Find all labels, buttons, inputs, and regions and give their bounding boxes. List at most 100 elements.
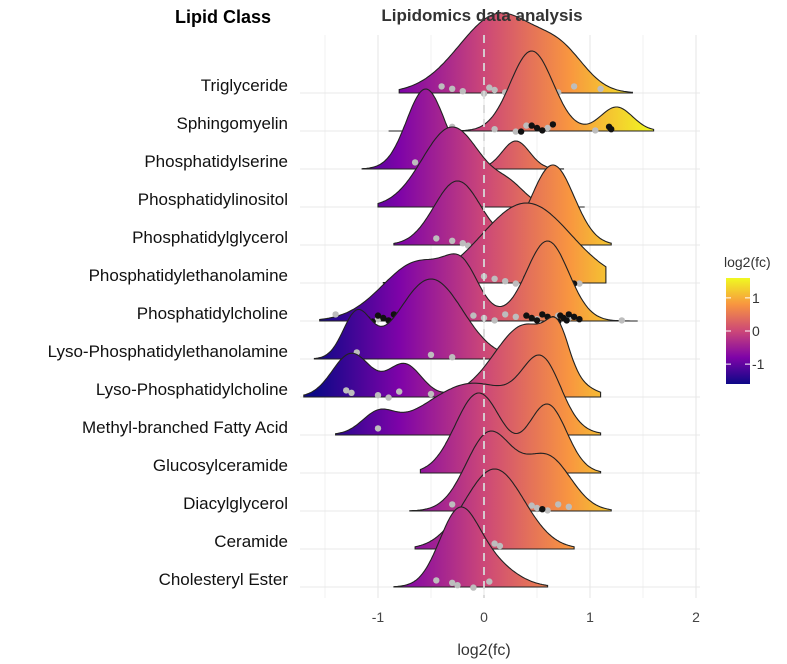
data-point: [533, 504, 541, 512]
data-point-significant: [608, 126, 615, 133]
category-label: Sphingomyelin: [176, 114, 288, 133]
category-label: Phosphatidylethanolamine: [89, 266, 288, 285]
category-label: Phosphatidylcholine: [137, 304, 288, 323]
ridge-density: [398, 12, 633, 94]
category-label: Methyl-branched Fatty Acid: [82, 418, 288, 437]
category-label: Diacylglycerol: [183, 494, 288, 513]
data-point: [427, 390, 435, 398]
category-label: Ceramide: [214, 532, 288, 551]
data-point: [433, 577, 440, 584]
ridge-group: [319, 240, 638, 325]
data-point: [502, 311, 509, 318]
data-point: [449, 579, 456, 586]
category-label: Lyso-Phosphatidylcholine: [96, 380, 288, 399]
data-point: [454, 582, 461, 589]
data-point-significant: [517, 128, 525, 135]
data-point: [512, 313, 519, 320]
category-label: Phosphatidylinositol: [138, 190, 288, 209]
data-point: [433, 235, 440, 242]
x-axis-title: log2(fc): [457, 642, 510, 659]
data-point-significant: [533, 317, 541, 324]
data-point: [459, 240, 466, 247]
data-point: [592, 127, 599, 134]
data-point: [449, 354, 456, 361]
ridge-density: [319, 240, 638, 322]
category-label: Phosphatidylglycerol: [132, 228, 288, 247]
data-point: [544, 507, 551, 514]
colorbar-tick-label: -1: [752, 356, 765, 372]
category-label: Lyso-Phosphatidylethanolamine: [48, 342, 288, 361]
data-point-significant: [539, 311, 546, 318]
data-point: [618, 317, 625, 324]
data-point: [348, 389, 355, 396]
data-point-significant: [539, 127, 546, 134]
ridge-density: [409, 430, 612, 512]
data-point: [470, 312, 477, 319]
category-label: Triglyceride: [201, 76, 288, 95]
colorbar-title: log2(fc): [724, 254, 771, 270]
data-point: [565, 503, 572, 510]
data-point: [459, 88, 466, 95]
data-point: [496, 542, 504, 550]
x-tick-label: 2: [692, 609, 700, 625]
data-point-significant: [523, 312, 530, 319]
data-point: [523, 122, 530, 129]
x-tick-labels: -1 0 1 2: [372, 609, 700, 625]
category-label: Phosphatidylserine: [144, 152, 288, 171]
data-point-significant: [549, 121, 557, 128]
colorbar-legend: log2(fc) 1 0 -1: [724, 254, 771, 384]
data-point: [427, 351, 435, 358]
data-point: [597, 85, 604, 93]
data-point-significant: [539, 506, 546, 513]
data-point: [491, 275, 498, 282]
x-tick-label: 0: [480, 609, 488, 625]
data-point-significant: [563, 317, 570, 324]
colorbar-tick-label: 1: [752, 290, 760, 306]
y-axis-header: Lipid Class: [175, 7, 271, 27]
data-point: [438, 83, 445, 90]
ridge-group: [393, 506, 549, 591]
data-point: [512, 280, 519, 287]
data-point: [502, 278, 509, 285]
data-point: [343, 387, 350, 394]
chart-title: Lipidomics data analysis: [381, 6, 582, 25]
colorbar-ticks: 1 0 -1: [726, 290, 765, 372]
data-point: [491, 540, 498, 547]
data-point-significant: [528, 122, 535, 129]
data-point: [512, 128, 519, 135]
category-labels: Triglyceride Sphingomyelin Phosphatidylser…: [48, 76, 289, 589]
data-point-significant: [565, 311, 572, 318]
x-tick-label: -1: [372, 609, 385, 625]
data-point: [576, 280, 583, 287]
x-tick-label: 1: [586, 609, 594, 625]
data-point: [491, 317, 498, 324]
data-point: [491, 126, 498, 133]
data-point: [486, 578, 493, 585]
data-point: [396, 388, 403, 395]
data-point-significant: [374, 312, 382, 319]
ridge-density: [393, 506, 549, 588]
colorbar-tick-label: 0: [752, 323, 760, 339]
data-point: [374, 425, 382, 432]
data-point: [491, 86, 498, 94]
data-point: [555, 501, 562, 508]
data-point-significant: [533, 124, 541, 132]
data-point-significant: [576, 316, 583, 323]
data-point: [528, 502, 535, 509]
category-label: Cholesteryl Ester: [159, 570, 289, 589]
data-point: [544, 124, 551, 132]
data-point-significant: [570, 313, 578, 320]
data-point: [449, 237, 456, 244]
ridge-density: [419, 392, 602, 474]
data-point: [449, 501, 456, 508]
data-point: [374, 392, 382, 399]
data-point: [470, 584, 477, 591]
ridge-group: [409, 430, 612, 515]
data-point: [570, 83, 578, 90]
data-point-significant: [380, 314, 387, 322]
data-point: [385, 394, 392, 401]
data-point-significant: [528, 314, 535, 322]
category-label: Glucosylceramide: [153, 456, 288, 475]
data-point: [411, 159, 419, 166]
data-point: [486, 84, 493, 91]
